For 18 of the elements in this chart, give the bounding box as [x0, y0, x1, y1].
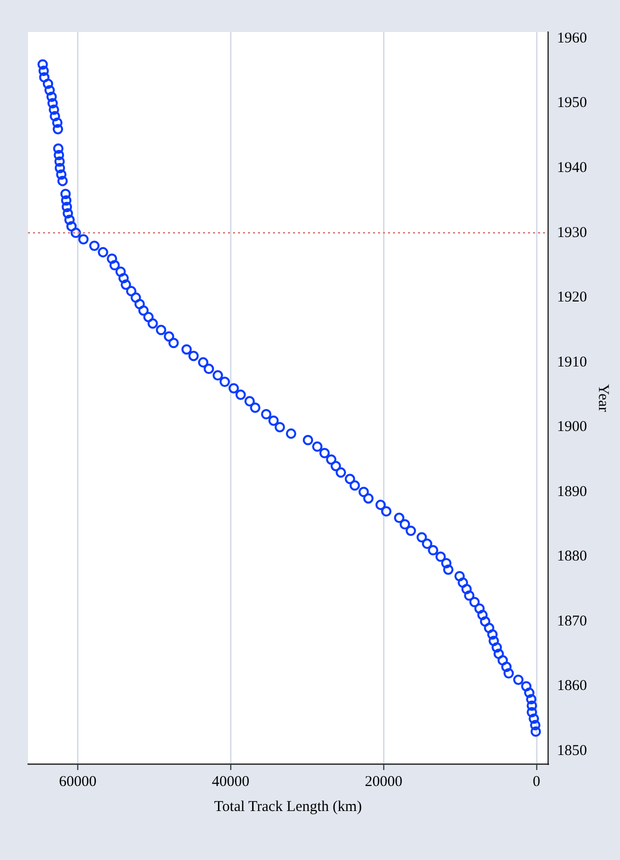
y-tick-label: 1860 — [557, 678, 587, 694]
y-tick-label: 1880 — [557, 548, 587, 565]
y-tick-label: 1930 — [557, 224, 587, 241]
y-tick-label: 1940 — [557, 160, 587, 176]
y-tick-label: 1920 — [557, 290, 587, 306]
x-tick-label: 0 — [532, 774, 540, 790]
y-tick-label: 1960 — [557, 30, 587, 46]
y-axis-title: Year — [595, 384, 612, 412]
x-tick-label: 20000 — [364, 774, 402, 790]
y-tick-label: 1950 — [557, 95, 587, 112]
y-tick-label: 1890 — [557, 484, 587, 500]
y-tick-label: 1870 — [557, 613, 587, 630]
y-tick-label: 1900 — [557, 419, 587, 436]
y-tick-label: 1910 — [557, 354, 587, 370]
x-tick-label: 40000 — [212, 774, 250, 790]
y-tick-label: 1850 — [557, 742, 587, 759]
x-axis-title: Total Track Length (km) — [214, 798, 362, 815]
x-tick-label: 60000 — [58, 774, 96, 790]
